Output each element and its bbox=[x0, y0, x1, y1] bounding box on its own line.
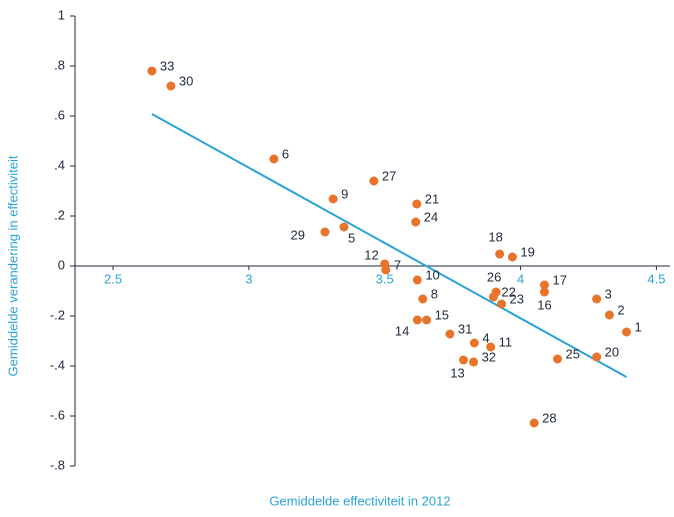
point-label: 16 bbox=[537, 297, 551, 312]
point-label: 1 bbox=[635, 319, 642, 334]
point-label: 17 bbox=[552, 272, 566, 287]
y-tick-label: 0 bbox=[58, 257, 65, 272]
y-tick-label: 1 bbox=[58, 7, 65, 22]
y-tick-label: -.4 bbox=[50, 357, 65, 372]
point bbox=[488, 292, 498, 302]
point-label: 31 bbox=[458, 321, 472, 336]
point-label: 29 bbox=[290, 227, 304, 242]
point bbox=[339, 222, 349, 232]
point bbox=[553, 354, 563, 364]
point-label: 27 bbox=[382, 168, 396, 183]
y-tick-label: .4 bbox=[54, 157, 65, 172]
point-label: 7 bbox=[394, 257, 401, 272]
point-label: 10 bbox=[425, 267, 439, 282]
x-tick-label: 2.5 bbox=[104, 271, 122, 286]
point bbox=[422, 315, 432, 325]
point bbox=[459, 355, 469, 365]
y-axis-label: Gemiddelde verandering in effectiviteit bbox=[5, 155, 20, 376]
point-label: 5 bbox=[348, 230, 355, 245]
x-tick-label: 3.5 bbox=[376, 271, 394, 286]
point bbox=[622, 327, 632, 337]
point bbox=[381, 265, 391, 275]
point-label: 24 bbox=[424, 209, 438, 224]
x-axis-label: Gemiddelde effectiviteit in 2012 bbox=[269, 493, 450, 508]
point-label: 20 bbox=[605, 344, 619, 359]
point bbox=[269, 154, 279, 164]
point bbox=[497, 299, 507, 309]
point bbox=[418, 294, 428, 304]
point bbox=[412, 275, 422, 285]
point bbox=[166, 81, 176, 91]
x-tick-label: 4.5 bbox=[647, 271, 665, 286]
point-label: 26 bbox=[487, 269, 501, 284]
point bbox=[147, 66, 157, 76]
point-label: 11 bbox=[499, 334, 513, 349]
point bbox=[539, 280, 549, 290]
x-tick-label: 3 bbox=[245, 271, 252, 286]
point-label: 18 bbox=[488, 229, 502, 244]
point-label: 15 bbox=[435, 307, 449, 322]
point-label: 30 bbox=[179, 73, 193, 88]
y-tick-label: .2 bbox=[54, 207, 65, 222]
point bbox=[412, 199, 422, 209]
point-label: 19 bbox=[520, 244, 534, 259]
point-label: 25 bbox=[566, 346, 580, 361]
point-label: 12 bbox=[364, 247, 378, 262]
point bbox=[495, 249, 505, 259]
point-label: 6 bbox=[282, 146, 289, 161]
point-label: 9 bbox=[341, 186, 348, 201]
point bbox=[328, 194, 338, 204]
y-tick-label: .8 bbox=[54, 57, 65, 72]
y-tick-label: -.6 bbox=[50, 407, 65, 422]
point bbox=[369, 176, 379, 186]
point bbox=[469, 357, 479, 367]
point bbox=[604, 310, 614, 320]
point-label: 28 bbox=[542, 410, 556, 425]
point bbox=[539, 287, 549, 297]
point bbox=[320, 227, 330, 237]
point bbox=[529, 418, 539, 428]
point-label: 8 bbox=[431, 286, 438, 301]
point bbox=[592, 352, 602, 362]
point-label: 13 bbox=[450, 365, 464, 380]
point bbox=[411, 217, 421, 227]
point bbox=[592, 294, 602, 304]
point bbox=[445, 329, 455, 339]
y-tick-label: .6 bbox=[54, 107, 65, 122]
point-label: 21 bbox=[425, 191, 439, 206]
point-label: 3 bbox=[605, 286, 612, 301]
point-label: 23 bbox=[510, 291, 524, 306]
point-label: 14 bbox=[395, 323, 409, 338]
trend-line bbox=[151, 113, 628, 378]
point-label: 33 bbox=[160, 58, 174, 73]
y-tick-label: -.8 bbox=[50, 457, 65, 472]
point bbox=[469, 338, 479, 348]
point-label: 2 bbox=[617, 302, 624, 317]
point-label: 32 bbox=[482, 349, 496, 364]
x-tick-label: 4 bbox=[517, 271, 524, 286]
point-label: 4 bbox=[482, 330, 489, 345]
point-label: 22 bbox=[501, 284, 515, 299]
point bbox=[507, 252, 517, 262]
point bbox=[412, 315, 422, 325]
y-tick-label: -.2 bbox=[50, 307, 65, 322]
point bbox=[486, 342, 496, 352]
